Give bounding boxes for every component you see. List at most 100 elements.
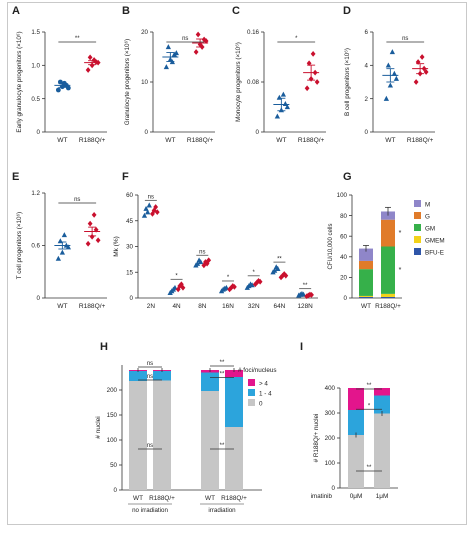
significance-label: **: [367, 465, 372, 471]
panel-a-plot: Early granulocyte progenitors (×10⁶) WT R1…: [16, 31, 106, 144]
legend-swatch: [414, 248, 421, 255]
y-tick-label: 400: [325, 385, 336, 392]
data-point: [280, 91, 286, 97]
data-point: [177, 283, 183, 289]
y-tick-label: 20: [340, 275, 347, 282]
data-point: [172, 284, 178, 290]
bar-segment: [201, 372, 219, 391]
bar-segment: [374, 388, 390, 396]
y-tick-label: 0.6: [31, 243, 40, 250]
legend-label: 0: [259, 401, 263, 408]
data-point: [145, 209, 151, 215]
data-point: [59, 249, 65, 255]
x-tick-label: WT: [361, 303, 371, 310]
bar-segment: [153, 380, 171, 490]
data-point: [257, 278, 263, 285]
significance-label: ns: [147, 374, 153, 380]
data-point: [150, 211, 155, 217]
bar-segment-g: [359, 260, 373, 270]
y-tick-label: 2: [365, 96, 369, 103]
data-point: [304, 85, 310, 92]
y-tick-label: 0: [145, 129, 149, 136]
legend-label: GM: [425, 226, 435, 233]
y-tick-label: 0: [114, 487, 118, 494]
group-label: irradiation: [208, 507, 236, 514]
panel-g-plot: CFU/10,000 cells WT R188Q/+ * *: [328, 206, 402, 310]
legend: # foci/nucleus > 4 1 - 4 0: [238, 367, 277, 408]
data-point: [306, 60, 312, 67]
panel-label-f: F: [122, 171, 129, 183]
y-tick-label: 100: [337, 192, 348, 199]
data-point: [193, 49, 199, 55]
significance-label: **: [303, 283, 308, 289]
data-point: [284, 104, 290, 110]
panel-label-b: B: [122, 5, 130, 17]
legend-label: 1 - 4: [259, 391, 272, 398]
significance-label: ns: [199, 249, 205, 255]
data-point: [85, 67, 91, 73]
y-tick-label: 150: [107, 412, 118, 419]
data-point: [278, 274, 284, 281]
data-point: [163, 64, 169, 70]
data-point: [389, 49, 395, 55]
significance-label: **: [75, 36, 80, 42]
y-tick-label: 6: [365, 29, 369, 36]
significance-label: **: [277, 256, 282, 262]
x-tick-label: 16N: [222, 303, 234, 310]
data-point: [385, 62, 391, 68]
y-tick-label: 20: [141, 29, 148, 36]
x-tick-label: WT: [57, 137, 67, 144]
significance-label: ns: [402, 36, 408, 42]
data-point: [87, 220, 93, 227]
y-tick-label: 60: [340, 233, 347, 240]
panel-e-axes: 0 0.6 1.2: [31, 190, 107, 302]
x-tick-label: WT: [165, 137, 175, 144]
data-point: [89, 62, 95, 69]
x-tick-label: R188Q/+: [79, 137, 106, 144]
x-tick-label: WT: [57, 303, 67, 310]
legend-label: GMEM: [425, 238, 445, 245]
data-point: [55, 255, 61, 261]
y-axis-label: # nuclei: [95, 416, 102, 438]
x-axis-label: imatinib: [311, 493, 333, 500]
y-tick-label: 60: [126, 192, 133, 199]
x-tick-label: R188Q/+: [187, 137, 214, 144]
data-point: [300, 291, 307, 297]
bar-segment: [201, 391, 219, 490]
y-tick-label: 1.0: [31, 63, 40, 70]
data-point: [419, 54, 425, 60]
panel-label-a: A: [12, 5, 20, 17]
y-tick-label: 300: [325, 410, 336, 417]
data-point: [95, 237, 101, 244]
x-tick-label: 64N: [274, 303, 286, 310]
data-point: [201, 36, 207, 43]
y-tick-label: 1.2: [31, 190, 40, 197]
y-tick-label: 4: [365, 63, 369, 70]
y-tick-label: 100: [107, 437, 118, 444]
data-point: [415, 59, 421, 65]
x-tick-label: R188Q/+: [375, 303, 401, 310]
significance-label: ns: [182, 36, 188, 42]
significance-label: **: [367, 383, 372, 389]
bar-segment-gm: [381, 246, 395, 294]
data-point: [232, 283, 237, 290]
legend-label: > 4: [259, 381, 268, 388]
data-point: [153, 204, 159, 210]
data-point: [309, 292, 314, 298]
y-tick-label: 1.5: [31, 29, 40, 36]
bar-segment: [225, 427, 243, 490]
y-tick-label: 0.5: [31, 96, 40, 103]
data-point: [198, 259, 204, 265]
data-point: [223, 284, 230, 290]
significance-label: **: [220, 360, 225, 366]
x-tick-label: R188Q/+: [221, 495, 247, 502]
significance-label: *: [399, 230, 402, 237]
bar-segment: [348, 435, 364, 488]
bar-segment: [348, 410, 364, 435]
x-tick-label: R188Q/+: [407, 137, 434, 144]
legend-label: G: [425, 214, 430, 221]
legend-title: # foci/nucleus: [238, 367, 277, 374]
significance-label: **: [220, 372, 225, 378]
legend-swatch: [248, 399, 255, 406]
